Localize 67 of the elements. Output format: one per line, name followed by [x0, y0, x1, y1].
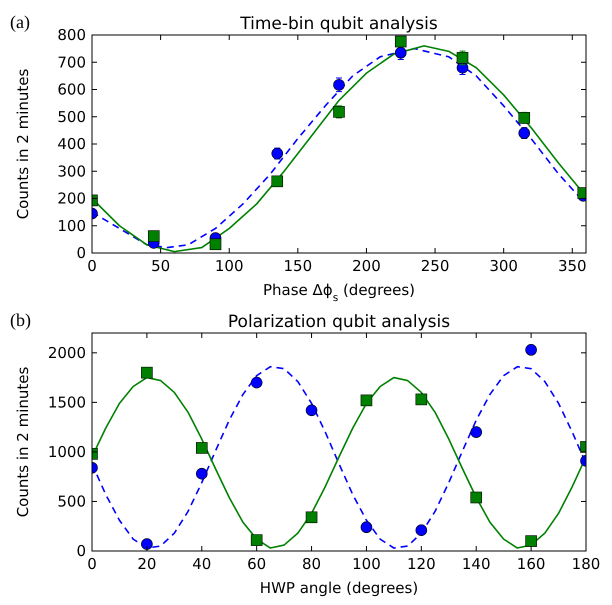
x-tick-label: 20	[137, 555, 156, 573]
y-tick-label: 500	[57, 492, 86, 510]
x-tick-label: 120	[407, 555, 436, 573]
point	[196, 442, 208, 454]
x-tick-label: 300	[489, 257, 518, 275]
point	[470, 492, 482, 504]
point	[141, 538, 153, 550]
point	[306, 512, 318, 524]
y-tick-label: 400	[57, 135, 86, 153]
point	[416, 524, 428, 536]
point	[271, 148, 284, 160]
x-tick-label: 350	[558, 257, 587, 275]
x-tick-label: 100	[214, 257, 244, 275]
point	[333, 106, 345, 118]
y-tick-label: 500	[57, 108, 86, 126]
x-tick-label: 100	[352, 555, 381, 573]
point	[525, 535, 537, 547]
y-tick-label: 100	[57, 216, 86, 235]
point	[360, 521, 372, 534]
point	[394, 46, 407, 59]
x-tick-label: 180	[572, 555, 600, 573]
x-tick-label: 140	[462, 555, 491, 573]
y-tick-label: 800	[57, 26, 86, 44]
point	[306, 404, 318, 416]
point	[196, 468, 208, 480]
text: (b)	[10, 310, 31, 330]
point	[456, 52, 468, 64]
y-tick-label: 600	[57, 80, 86, 98]
point	[525, 344, 537, 356]
x-axis-title: Phase Δϕ$_{s}$ (degrees)	[262, 281, 416, 304]
point	[250, 376, 262, 388]
x-tick-label: 150	[284, 257, 312, 275]
x-tick-label: 80	[302, 555, 322, 573]
chart-title: Time-bin qubit analysis	[239, 14, 438, 34]
x-tick-label: 50	[151, 257, 170, 275]
point	[271, 176, 284, 188]
point	[518, 127, 530, 139]
y-tick-label: 1000	[48, 442, 86, 461]
point	[470, 426, 482, 438]
x-axis-title: HWP angle (degrees)	[260, 579, 418, 597]
x-tick-label: 0	[87, 555, 97, 573]
point	[416, 394, 428, 406]
point	[518, 112, 530, 124]
point	[141, 366, 153, 378]
y-tick-label: 700	[57, 53, 86, 72]
y-axis-title: Counts in 2 minutes	[14, 68, 32, 220]
chart-title: Polarization qubit analysis	[228, 312, 450, 332]
point	[394, 36, 407, 48]
point	[148, 230, 160, 242]
x-tick-label: 250	[420, 257, 450, 275]
x-tick-label: 160	[516, 555, 546, 573]
x-tick-label: 60	[247, 555, 266, 573]
y-tick-label: 0	[76, 542, 86, 560]
x-tick-label: 0	[87, 257, 97, 275]
y-tick-label: 1500	[48, 393, 86, 412]
point	[360, 394, 372, 406]
y-tick-label: 2000	[48, 344, 86, 362]
y-tick-label: 200	[57, 190, 86, 208]
y-tick-label: 0	[76, 244, 86, 262]
y-axis-title: Counts in 2 minutes	[14, 366, 32, 518]
x-tick-label: 200	[352, 257, 381, 275]
text: (a)	[10, 12, 30, 32]
x-tick-label: 40	[192, 555, 212, 573]
point	[250, 534, 262, 546]
point	[333, 79, 345, 91]
point	[210, 238, 222, 250]
y-tick-label: 300	[57, 162, 86, 180]
